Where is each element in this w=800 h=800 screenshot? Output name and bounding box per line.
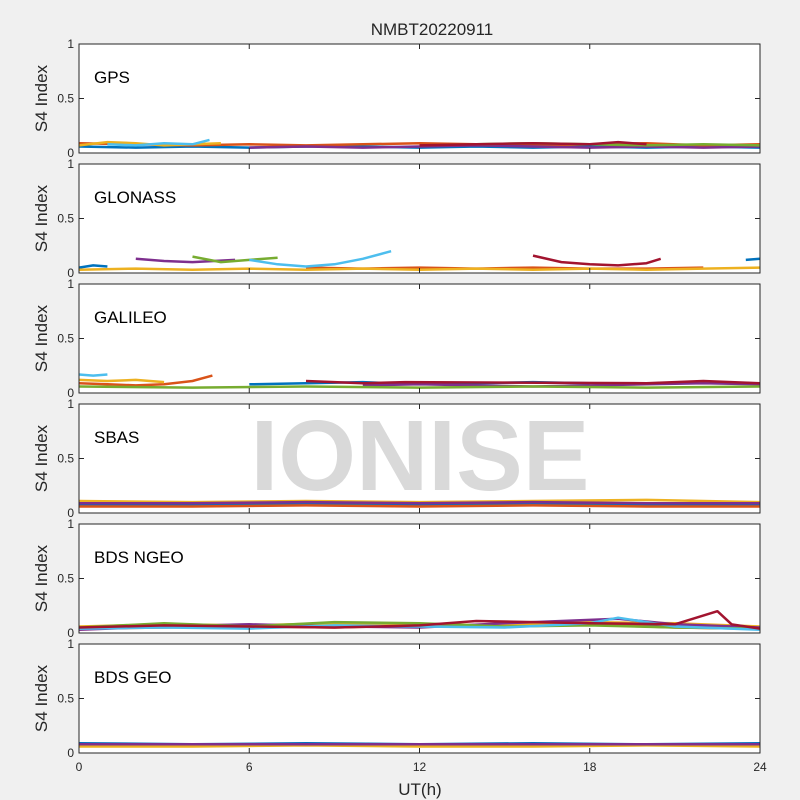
plot-area (79, 44, 760, 153)
y-tick-label: 1 (67, 397, 74, 411)
series-line-6 (532, 254, 662, 267)
figure-title: NMBT20220911 (371, 20, 494, 39)
plot-area (79, 404, 760, 513)
x-tick-label: 0 (76, 760, 83, 774)
y-tick-label: 0.5 (57, 452, 74, 466)
plot-area (79, 524, 760, 633)
plot-area (79, 284, 760, 393)
y-tick-label: 0 (67, 386, 74, 400)
panel-3: 0 0.5 1 SBAS S4 Index (32, 397, 761, 520)
y-tick-label: 0.5 (57, 572, 74, 586)
y-tick-label: 0 (67, 266, 74, 280)
y-tick-label: 0.5 (57, 692, 74, 706)
y-tick-label: 0.5 (57, 332, 74, 346)
x-tick-label: 18 (583, 760, 597, 774)
x-tick-label: 24 (753, 760, 767, 774)
y-tick-label: 0.5 (57, 212, 74, 226)
series-line-5 (78, 373, 108, 377)
panel-0: 0 0.5 1 GPS S4 Index (32, 37, 761, 160)
series-line-6 (305, 379, 761, 385)
series-line-5 (107, 138, 210, 147)
x-axis-label: UT(h) (398, 780, 441, 799)
panels-group: 0 0.5 1 GPS S4 Index 0 0.5 1 GLONASS S4 Index 0 0.5… (32, 37, 767, 774)
series-line-6 (78, 609, 761, 630)
series-line-2 (78, 378, 165, 384)
y-axis-label: S4 Index (32, 544, 51, 612)
panel-label: BDS GEO (94, 668, 171, 687)
panel-label: GLONASS (94, 188, 176, 207)
series-line-0 (78, 264, 108, 269)
panel-label: GPS (94, 68, 130, 87)
plot-area (79, 644, 760, 753)
x-tick-label: 12 (413, 760, 427, 774)
panel-label: BDS NGEO (94, 548, 184, 567)
series-line-1 (79, 504, 760, 508)
y-tick-label: 1 (67, 277, 74, 291)
series-line-4 (78, 620, 761, 630)
series-line-3 (249, 144, 761, 149)
x-tick-label: 6 (246, 760, 253, 774)
y-axis-label: S4 Index (32, 424, 51, 492)
plot-area (79, 164, 760, 273)
series-line-7 (745, 257, 761, 262)
y-tick-label: 0 (67, 626, 74, 640)
panel-2: 0 0.5 1 GALILEO S4 Index (32, 277, 761, 400)
watermark-text: IONISE (251, 400, 590, 512)
y-tick-label: 0 (67, 746, 74, 760)
y-tick-label: 0.5 (57, 92, 74, 106)
y-tick-label: 1 (67, 157, 74, 171)
panel-4: 0 0.5 1 BDS NGEO S4 Index (32, 517, 761, 640)
panel-5: 0 0.5 1 0 6 12 18 24 BDS GEO S4 Index (32, 637, 767, 774)
series-line-5 (78, 616, 761, 631)
panel-1: 0 0.5 1 GLONASS S4 Index (32, 157, 761, 280)
y-tick-label: 0 (67, 506, 74, 520)
series-line-3 (79, 500, 760, 505)
series-line-2 (79, 744, 761, 748)
panel-label: GALILEO (94, 308, 167, 327)
y-axis-label: S4 Index (32, 304, 51, 372)
y-axis-label: S4 Index (32, 184, 51, 252)
series-line-1 (78, 374, 213, 387)
panel-label: SBAS (94, 428, 139, 447)
y-tick-label: 1 (67, 517, 74, 531)
y-axis-label: S4 Index (32, 64, 51, 132)
series-line-4 (78, 385, 761, 389)
y-tick-label: 0 (67, 146, 74, 160)
series-line-4 (192, 255, 278, 264)
y-axis-label: S4 Index (32, 664, 51, 732)
y-tick-label: 1 (67, 37, 74, 51)
series-line-5 (249, 249, 392, 268)
series-line-6 (419, 140, 647, 147)
y-tick-label: 1 (67, 637, 74, 651)
